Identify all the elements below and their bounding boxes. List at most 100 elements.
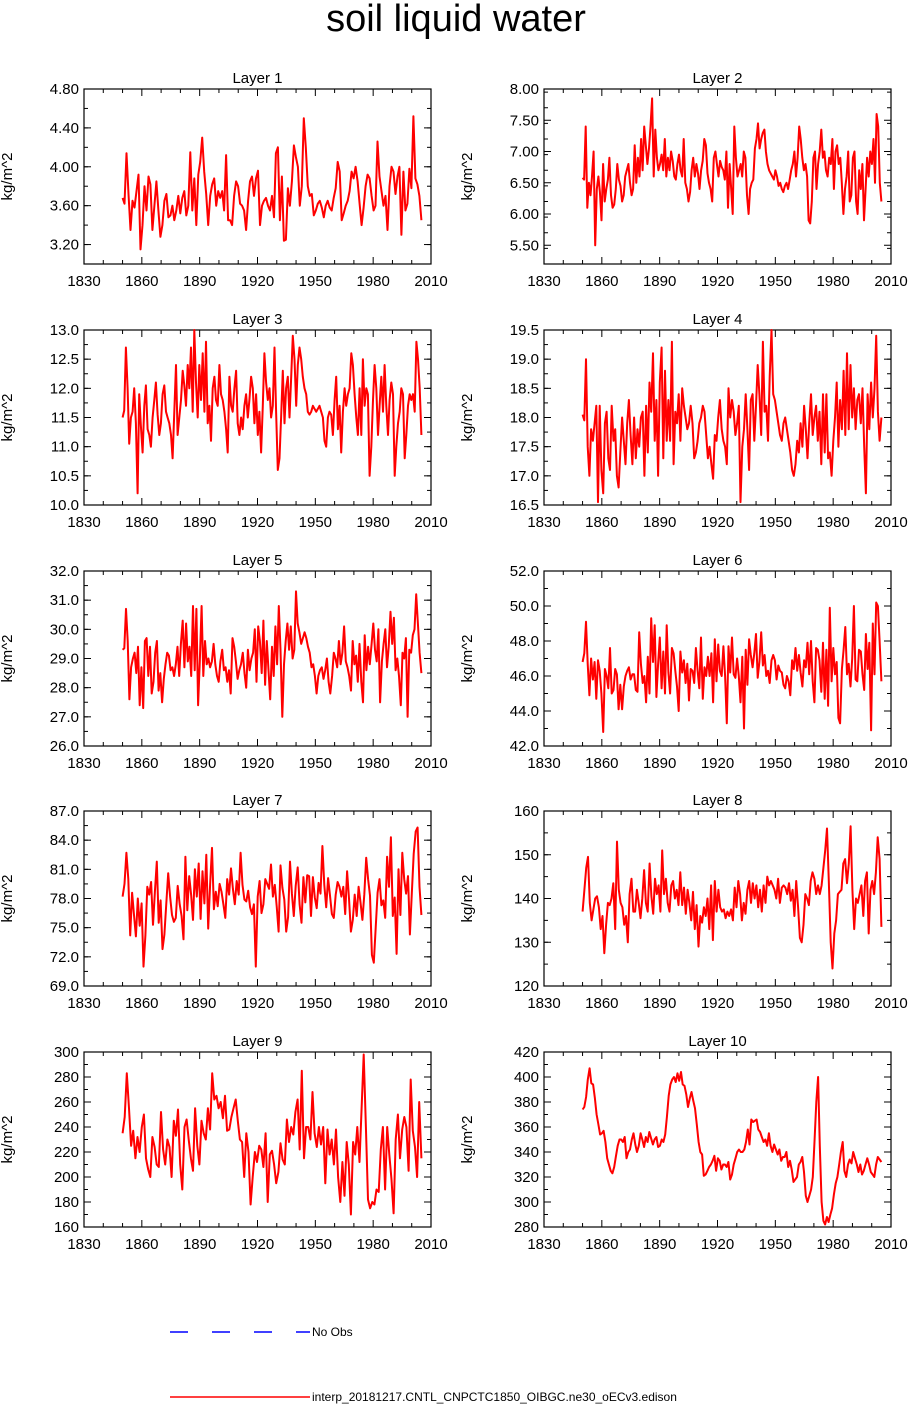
x-tick-label: 1890 <box>643 995 676 1012</box>
y-axis-label: kg/m^2 <box>459 394 476 442</box>
y-tick-label: 140 <box>514 891 539 908</box>
x-tick-label: 1830 <box>67 995 100 1012</box>
y-tick-label: 11.0 <box>51 439 79 456</box>
x-tick-label: 1890 <box>643 273 676 290</box>
y-tick-label: 180 <box>54 1194 79 1211</box>
x-tick-label: 1890 <box>183 273 216 290</box>
panel-title: Layer 1 <box>232 70 282 87</box>
x-tick-label: 1920 <box>241 755 274 772</box>
y-tick-label: 10.5 <box>50 468 79 485</box>
y-tick-label: 4.00 <box>50 159 79 176</box>
y-tick-label: 52.0 <box>510 563 539 580</box>
series-line <box>581 601 883 733</box>
x-tick-label: 1950 <box>299 1236 332 1253</box>
x-tick-label: 1980 <box>816 995 849 1012</box>
y-tick-label: 300 <box>514 1194 539 1211</box>
y-tick-label: 12.0 <box>50 380 79 397</box>
series-line <box>121 329 423 495</box>
y-tick-label: 3.60 <box>50 198 79 215</box>
y-tick-label: 130 <box>514 934 539 951</box>
x-tick-label: 2010 <box>414 755 447 772</box>
x-tick-label: 1950 <box>299 755 332 772</box>
y-tick-label: 200 <box>54 1169 79 1186</box>
y-tick-label: 18.5 <box>510 380 539 397</box>
x-tick-label: 1980 <box>816 273 849 290</box>
x-tick-label: 1890 <box>643 1236 676 1253</box>
x-tick-label: 2010 <box>874 273 907 290</box>
y-tick-label: 220 <box>54 1144 79 1161</box>
y-tick-label: 17.0 <box>510 468 539 485</box>
x-tick-label: 2010 <box>414 273 447 290</box>
y-tick-label: 30.0 <box>50 621 79 638</box>
x-tick-label: 1860 <box>125 995 158 1012</box>
y-axis-label: kg/m^2 <box>459 1116 476 1164</box>
x-tick-label: 1920 <box>701 755 734 772</box>
x-tick-label: 1830 <box>527 514 560 531</box>
series-line <box>121 1053 423 1216</box>
x-tick-label: 1920 <box>241 514 274 531</box>
plot-frame <box>543 1051 892 1228</box>
y-tick-label: 13.0 <box>50 322 79 339</box>
x-tick-label: 1830 <box>67 273 100 290</box>
x-tick-label: 1980 <box>816 1236 849 1253</box>
y-tick-label: 280 <box>54 1069 79 1086</box>
x-tick-label: 2010 <box>414 995 447 1012</box>
x-tick-label: 1860 <box>125 1236 158 1253</box>
y-axis-label: kg/m^2 <box>0 635 16 683</box>
panel-title: Layer 3 <box>232 311 282 328</box>
y-tick-label: 12.5 <box>50 351 79 368</box>
y-tick-label: 150 <box>514 847 539 864</box>
x-tick-label: 1980 <box>816 514 849 531</box>
legend-obs-label: No Obs <box>312 1325 353 1339</box>
x-tick-label: 1920 <box>241 273 274 290</box>
x-tick-label: 1980 <box>356 995 389 1012</box>
x-tick-label: 1980 <box>816 755 849 772</box>
series-line <box>581 1067 883 1226</box>
y-tick-label: 81.0 <box>50 861 79 878</box>
x-tick-label: 1950 <box>299 995 332 1012</box>
y-tick-label: 17.5 <box>510 439 539 456</box>
x-tick-label: 1950 <box>759 1236 792 1253</box>
y-tick-label: 84.0 <box>50 832 79 849</box>
x-tick-label: 2010 <box>874 1236 907 1253</box>
y-tick-label: 16.5 <box>510 497 539 514</box>
series-line <box>581 97 883 247</box>
y-tick-label: 6.00 <box>510 206 539 223</box>
x-tick-label: 1830 <box>67 1236 100 1253</box>
y-tick-label: 19.0 <box>510 351 539 368</box>
y-tick-label: 28.0 <box>50 680 79 697</box>
x-tick-label: 1920 <box>241 1236 274 1253</box>
legend-model-label: interp_20181217.CNTL_CNPCTC1850_OIBGC.ne… <box>312 1390 677 1404</box>
x-tick-label: 1860 <box>125 273 158 290</box>
y-tick-label: 42.0 <box>510 738 539 755</box>
y-tick-label: 87.0 <box>50 803 79 820</box>
x-tick-label: 1950 <box>299 273 332 290</box>
y-tick-label: 32.0 <box>50 563 79 580</box>
y-tick-label: 320 <box>514 1169 539 1186</box>
x-tick-label: 1830 <box>527 995 560 1012</box>
panel-title: Layer 7 <box>232 792 282 809</box>
y-tick-label: 160 <box>514 803 539 820</box>
y-tick-label: 5.50 <box>510 237 539 254</box>
y-tick-label: 19.5 <box>510 322 539 339</box>
panel-title: Layer 2 <box>692 70 742 87</box>
x-tick-label: 1920 <box>701 1236 734 1253</box>
y-tick-label: 7.50 <box>510 112 539 129</box>
x-tick-label: 1980 <box>356 1236 389 1253</box>
y-tick-label: 280 <box>514 1219 539 1236</box>
y-tick-label: 31.0 <box>50 592 79 609</box>
y-tick-label: 10.0 <box>50 497 79 514</box>
x-tick-label: 1950 <box>759 514 792 531</box>
y-tick-label: 240 <box>54 1119 79 1136</box>
y-tick-label: 7.00 <box>510 144 539 161</box>
x-tick-label: 1920 <box>701 514 734 531</box>
x-tick-label: 1980 <box>356 755 389 772</box>
y-tick-label: 50.0 <box>510 598 539 615</box>
y-tick-label: 4.40 <box>50 120 79 137</box>
x-tick-label: 1950 <box>759 755 792 772</box>
